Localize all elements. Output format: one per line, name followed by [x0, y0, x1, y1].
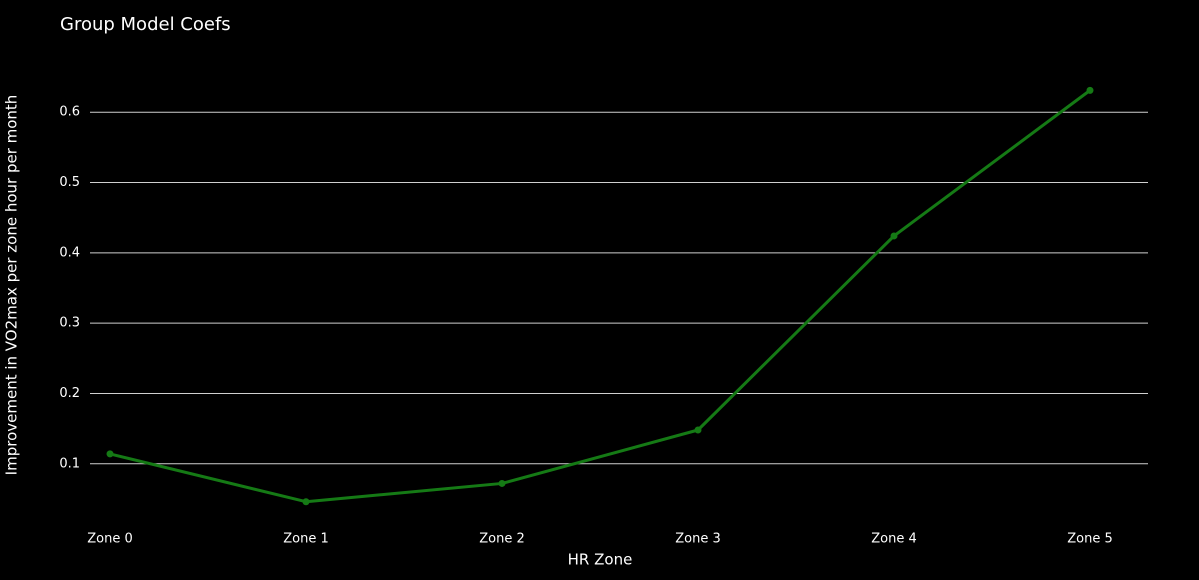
- y-tick-label: 0.1: [59, 456, 80, 471]
- x-tick-label: Zone 4: [871, 532, 917, 547]
- y-tick-label: 0.2: [59, 386, 80, 401]
- x-tick-label: Zone 2: [479, 532, 525, 547]
- point: [302, 498, 310, 506]
- point: [498, 479, 506, 487]
- point: [1086, 86, 1094, 94]
- line: [109, 89, 1091, 504]
- y-tick-label: 0.5: [59, 175, 80, 190]
- point: [694, 426, 702, 434]
- point: [890, 232, 898, 240]
- x-tick-label: Zone 1: [283, 532, 329, 547]
- x-axis-title: HR Zone: [568, 551, 633, 569]
- x-tick-label: Zone 3: [675, 532, 721, 547]
- point: [106, 450, 114, 458]
- y-tick-label: 0.3: [59, 316, 80, 331]
- chart-title: Group Model Coefs: [60, 14, 231, 35]
- x-tick-label: Zone 0: [87, 532, 133, 547]
- x-tick-label: Zone 5: [1067, 532, 1113, 547]
- y-tick-label: 0.4: [59, 245, 80, 260]
- y-tick-label: 0.6: [59, 105, 80, 120]
- y-axis-title: Improvement in VO2max per zone hour per …: [3, 95, 21, 476]
